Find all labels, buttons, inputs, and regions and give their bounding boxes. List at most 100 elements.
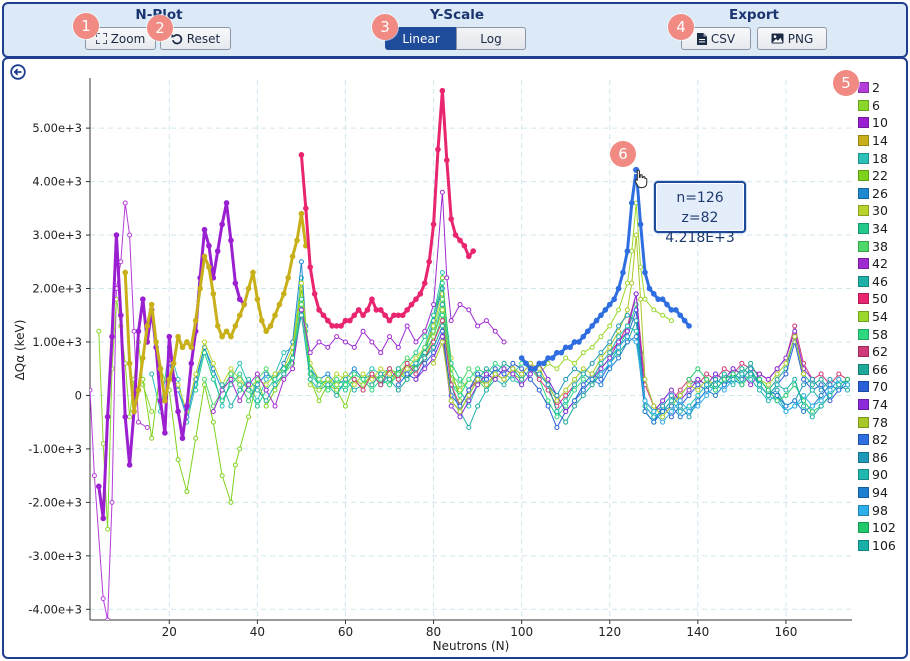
- data-point: [624, 328, 630, 334]
- legend-item-106[interactable]: 106: [858, 536, 904, 554]
- data-point: [316, 398, 322, 404]
- legend-label: 10: [872, 115, 888, 131]
- legend-item-42[interactable]: 42: [858, 255, 904, 273]
- linear-scale-button[interactable]: Linear: [385, 27, 457, 50]
- data-point: [166, 376, 173, 383]
- legend-item-54[interactable]: 54: [858, 308, 904, 326]
- legend-item-6[interactable]: 6: [858, 97, 904, 115]
- data-point: [510, 371, 516, 377]
- data-point: [580, 382, 586, 388]
- legend-item-74[interactable]: 74: [858, 396, 904, 414]
- data-point: [140, 355, 146, 361]
- data-point: [347, 317, 353, 324]
- legend-item-86[interactable]: 86: [858, 448, 904, 466]
- legend-swatch: [858, 416, 869, 428]
- data-point: [660, 403, 666, 409]
- data-point: [783, 403, 789, 409]
- data-point: [228, 366, 234, 372]
- data-point: [580, 366, 586, 372]
- data-point: [193, 435, 199, 441]
- legend-item-22[interactable]: 22: [858, 167, 904, 185]
- data-point: [457, 408, 463, 414]
- data-point: [651, 307, 657, 313]
- series-line: [299, 89, 475, 328]
- x-tick-label: 140: [686, 625, 709, 639]
- legend-item-90[interactable]: 90: [858, 466, 904, 484]
- x-tick-label: 80: [426, 625, 441, 639]
- legend-item-58[interactable]: 58: [858, 325, 904, 343]
- legend-item-94[interactable]: 94: [858, 484, 904, 502]
- data-point: [175, 457, 181, 463]
- data-point: [545, 382, 551, 388]
- data-point: [461, 242, 468, 249]
- data-point: [457, 237, 463, 244]
- data-point: [739, 371, 745, 377]
- data-point: [677, 398, 683, 404]
- legend-item-102[interactable]: 102: [858, 519, 904, 537]
- data-point: [184, 403, 190, 409]
- data-point: [668, 408, 674, 414]
- legend-item-46[interactable]: 46: [858, 273, 904, 291]
- data-point: [536, 387, 542, 393]
- legend-item-66[interactable]: 66: [858, 361, 904, 379]
- data-point: [285, 275, 292, 281]
- legend-item-62[interactable]: 62: [858, 343, 904, 361]
- data-point: [695, 387, 701, 393]
- data-point: [431, 302, 437, 308]
- legend-item-82[interactable]: 82: [858, 431, 904, 449]
- data-point: [519, 376, 525, 382]
- legend-item-18[interactable]: 18: [858, 149, 904, 167]
- data-point: [783, 392, 789, 398]
- data-point: [395, 344, 401, 350]
- data-point: [712, 387, 718, 393]
- legend-item-98[interactable]: 98: [858, 501, 904, 519]
- y-tick-label: 5.00e+3: [32, 121, 82, 135]
- legend-item-14[interactable]: 14: [858, 132, 904, 150]
- data-point: [704, 371, 710, 377]
- data-point: [827, 376, 833, 382]
- data-point: [774, 382, 780, 388]
- data-point: [562, 344, 569, 351]
- legend-item-26[interactable]: 26: [858, 185, 904, 203]
- data-point: [607, 323, 613, 329]
- data-point: [589, 360, 595, 366]
- legend-item-10[interactable]: 10: [858, 114, 904, 132]
- data-point: [792, 334, 798, 340]
- legend-item-34[interactable]: 34: [858, 220, 904, 238]
- data-point: [554, 408, 560, 414]
- legend-item-2[interactable]: 2: [858, 79, 904, 97]
- png-export-button[interactable]: PNG: [757, 27, 827, 50]
- zoom-button[interactable]: Zoom: [85, 27, 156, 50]
- log-scale-button[interactable]: Log: [456, 27, 526, 50]
- data-point: [466, 387, 472, 393]
- tooltip-line-1: n=126 z=82: [676, 190, 724, 226]
- legend-item-70[interactable]: 70: [858, 378, 904, 396]
- data-point: [783, 371, 789, 377]
- data-point: [457, 302, 463, 308]
- csv-export-button[interactable]: CSV: [681, 27, 751, 50]
- data-point: [563, 392, 569, 398]
- data-point: [660, 419, 666, 425]
- data-point: [210, 291, 217, 297]
- data-point: [633, 339, 639, 345]
- data-point: [730, 376, 736, 382]
- back-arrow-icon[interactable]: [10, 64, 26, 80]
- legend-item-50[interactable]: 50: [858, 290, 904, 308]
- data-point: [223, 328, 230, 335]
- legend-item-78[interactable]: 78: [858, 413, 904, 431]
- data-point: [316, 339, 322, 345]
- data-point: [589, 344, 595, 350]
- data-point: [809, 387, 815, 393]
- legend-item-38[interactable]: 38: [858, 237, 904, 255]
- data-point: [677, 414, 683, 420]
- data-point: [607, 360, 613, 366]
- data-point: [281, 350, 287, 356]
- legend-swatch: [858, 117, 869, 129]
- data-point: [721, 366, 727, 372]
- legend-label: 90: [872, 467, 888, 483]
- legend-item-30[interactable]: 30: [858, 202, 904, 220]
- data-point: [272, 371, 278, 377]
- data-point: [554, 349, 560, 356]
- data-point: [241, 301, 247, 308]
